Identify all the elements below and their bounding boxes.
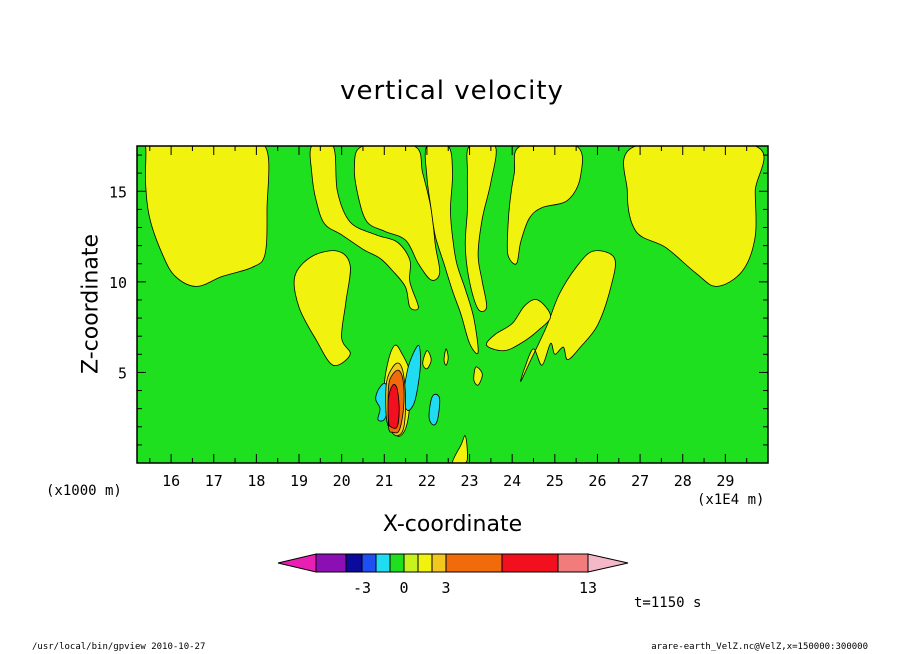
x-tick-label: 16 <box>162 472 180 490</box>
contour-region-level-2 <box>506 146 583 265</box>
colorbar-tick-label: 3 <box>441 579 450 597</box>
x-tick-label: 24 <box>503 472 521 490</box>
contour-region-level-2 <box>473 366 483 386</box>
x-tick-label: 26 <box>588 472 606 490</box>
plot-frame <box>136 145 769 464</box>
x-tick-label: 27 <box>631 472 649 490</box>
y-axis-label: Z-coordinate <box>78 234 104 374</box>
contour-region-level-2 <box>137 146 270 287</box>
x-tick-label: 17 <box>205 472 223 490</box>
colorbar-segment <box>345 553 363 573</box>
y-tick-label: 5 <box>118 364 127 382</box>
x-tick-label: 23 <box>461 472 479 490</box>
footer-source: arare-earth_VelZ.nc@VelZ,x=150000:300000 <box>651 642 868 652</box>
colorbar-segment <box>501 553 559 573</box>
contour-region-level--1 <box>428 393 441 426</box>
colorbar-segment <box>375 553 391 573</box>
contour-region-level-9 <box>387 384 400 429</box>
colorbar-tick-label: 0 <box>399 579 408 597</box>
colorbar-tick-label: 13 <box>579 579 597 597</box>
colorbar-segment <box>315 553 347 573</box>
x-axis-label: X-coordinate <box>382 512 523 537</box>
x-scale-label: (x1E4 m) <box>697 492 765 508</box>
colorbar-tick-label: -3 <box>353 579 371 597</box>
contour-region-level-2 <box>485 299 552 352</box>
contour-region-level-2 <box>520 250 616 382</box>
x-tick-label: 20 <box>333 472 351 490</box>
x-tick-label: 19 <box>290 472 308 490</box>
x-tick-label: 21 <box>375 472 393 490</box>
contour-region-level-2 <box>353 146 441 281</box>
contour-region-level-2 <box>452 435 468 463</box>
colorbar-arrow-high <box>587 553 629 573</box>
x-tick-label: 29 <box>716 472 734 490</box>
contour-region-level-2 <box>293 250 351 366</box>
colorbar-segment <box>445 553 503 573</box>
colorbar-segment <box>431 553 447 573</box>
contour-regions <box>137 146 765 463</box>
contour-region-level--1 <box>403 344 421 411</box>
colorbar-segment <box>417 553 433 573</box>
contour-region-level-2 <box>464 146 497 312</box>
contour-region-level-2 <box>424 146 479 355</box>
time-label: t=1150 s <box>634 595 702 611</box>
y-tick-label: 10 <box>109 274 127 292</box>
x-tick-label: 18 <box>247 472 265 490</box>
colorbar-segment <box>389 553 405 573</box>
x-tick-label: 22 <box>418 472 436 490</box>
contour-region-level-2 <box>309 146 419 311</box>
colorbar: -3 0 3 13 <box>277 553 629 597</box>
y-tick-label: 15 <box>109 183 127 201</box>
contour-region-level-2 <box>623 146 765 287</box>
y-scale-label: (x1000 m) <box>46 483 122 499</box>
axis-ticks: 16 17 18 19 20 21 22 23 24 25 26 27 28 29 5 10 15 <box>109 146 768 490</box>
x-tick-label: 28 <box>674 472 692 490</box>
colorbar-arrow-low <box>277 553 317 573</box>
colorbar-segment <box>557 553 589 573</box>
chart-title: vertical velocity <box>340 76 564 106</box>
footer-command: /usr/local/bin/gpview 2010-10-27 <box>32 642 206 652</box>
contour-region-level-2 <box>443 348 449 366</box>
colorbar-segment <box>361 553 377 573</box>
contour-region-level-2 <box>422 350 432 370</box>
colorbar-segment <box>403 553 419 573</box>
x-tick-label: 25 <box>546 472 564 490</box>
